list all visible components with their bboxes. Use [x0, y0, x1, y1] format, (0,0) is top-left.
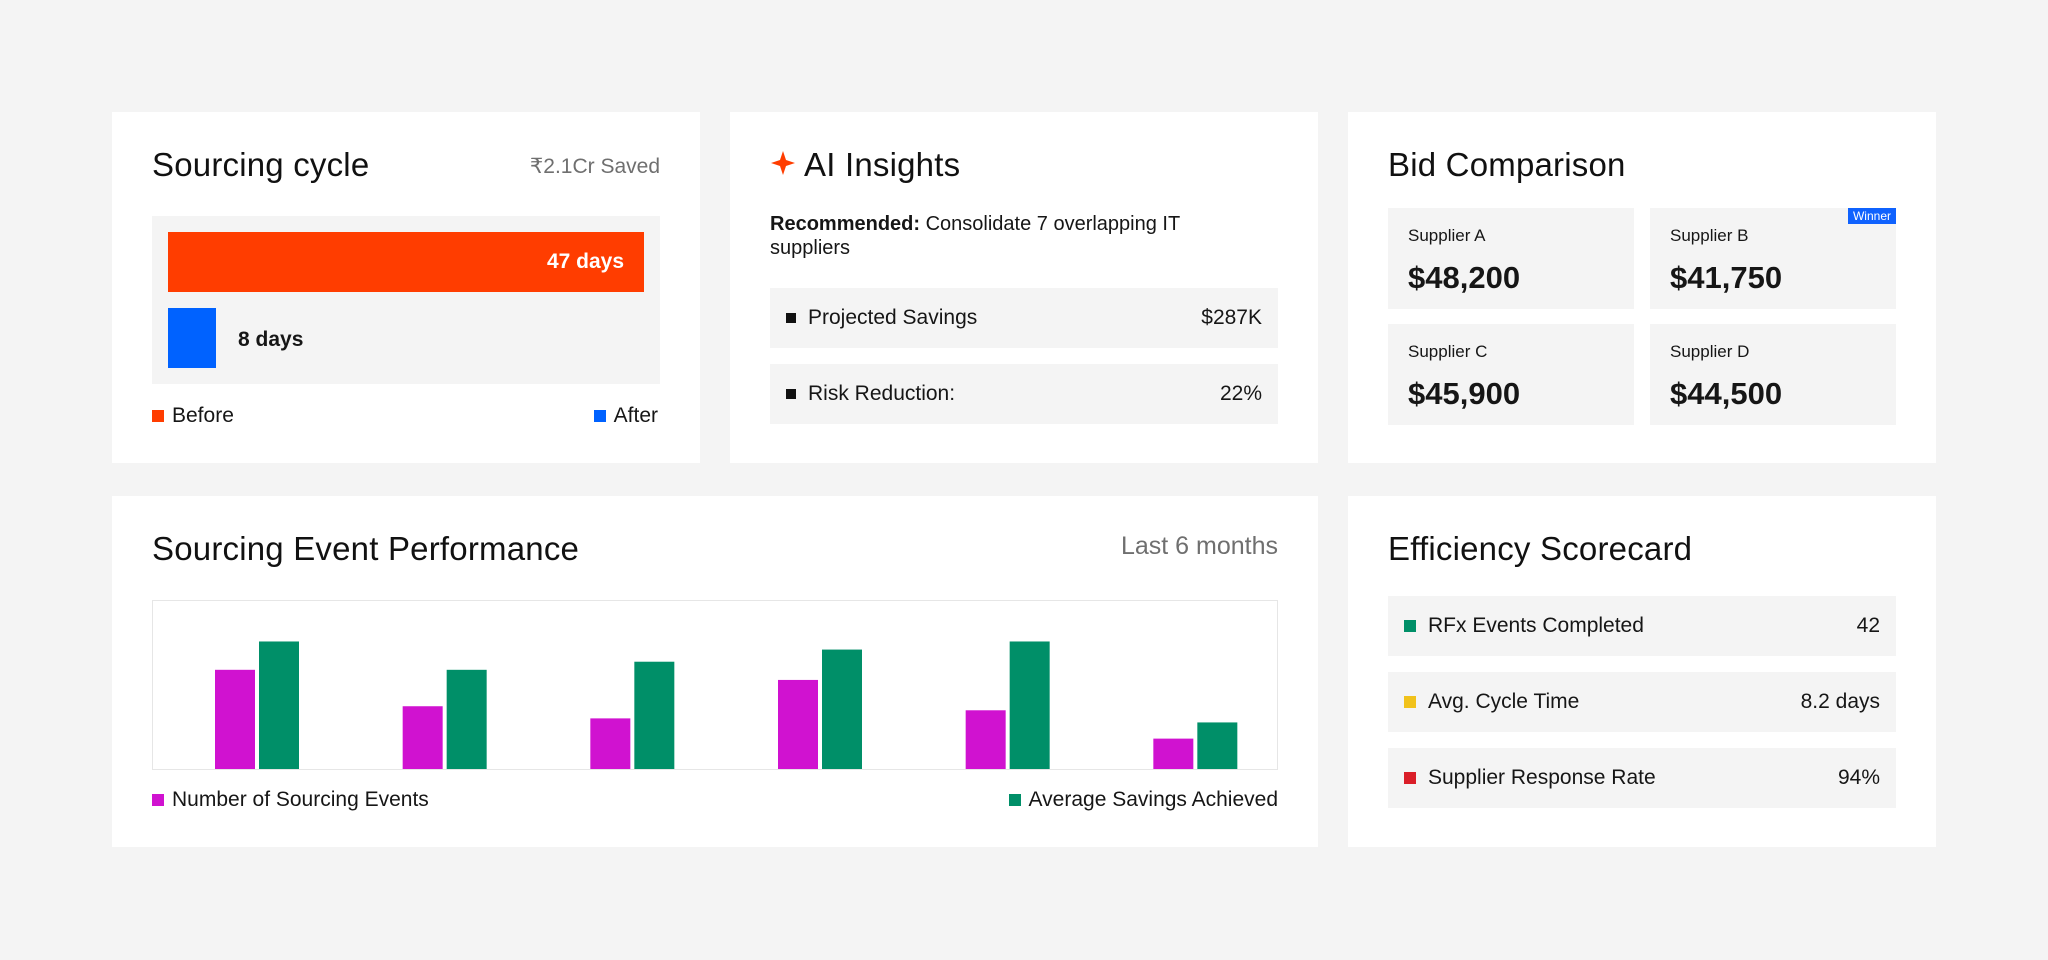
supplier-price: $41,750 — [1670, 260, 1783, 295]
scorecard-label: RFx Events Completed — [1428, 614, 1644, 637]
scorecard-label: Supplier Response Rate — [1428, 766, 1656, 789]
insight-metric-label: Risk Reduction: — [808, 382, 956, 405]
legend-after-label: After — [613, 404, 658, 427]
bid-comparison-title: Bid Comparison — [1388, 146, 1626, 183]
scorecard-value: 42 — [1856, 614, 1880, 637]
ai-insights-card: AI Insights Recommended: Consolidate 7 o… — [730, 112, 1318, 463]
bid-comparison-card: Bid Comparison Supplier A $48,200 Winner… — [1348, 112, 1936, 463]
before-bar-label: 47 days — [546, 250, 624, 273]
bar-events-1[interactable] — [215, 669, 255, 770]
legend-savings-label: Average Savings Achieved — [1028, 788, 1278, 811]
status-swatch — [1404, 772, 1416, 784]
supplier-price: $45,900 — [1408, 376, 1521, 411]
bar-savings-1[interactable] — [259, 641, 299, 770]
legend-savings: Average Savings Achieved — [1008, 788, 1278, 812]
insight-metric-label: Projected Savings — [808, 306, 978, 329]
scorecard-row: RFx Events Completed 42 — [1388, 596, 1896, 656]
bullet-icon — [786, 313, 796, 323]
supplier-name: Supplier D — [1670, 342, 1750, 361]
sourcing-cycle-title: Sourcing cycle — [152, 146, 370, 183]
efficiency-scorecard-card: Efficiency Scorecard RFx Events Complete… — [1348, 496, 1936, 847]
bar-savings-2[interactable] — [446, 669, 487, 770]
supplier-tile-b[interactable]: Winner Supplier B $41,750 — [1650, 208, 1896, 309]
scorecard-row: Avg. Cycle Time 8.2 days — [1388, 672, 1896, 732]
after-bar — [168, 308, 216, 368]
supplier-tile-c[interactable]: Supplier C $45,900 — [1388, 324, 1634, 425]
legend-events: Number of Sourcing Events — [152, 788, 429, 812]
recommended-body: Consolidate 7 overlapping IT suppliers — [770, 213, 1180, 259]
insight-metric-value: $287K — [1201, 306, 1262, 329]
supplier-name: Supplier C — [1408, 342, 1488, 361]
insight-metric-value: 22% — [1219, 382, 1262, 405]
legend-before-label: Before — [172, 404, 234, 427]
before-bar: 47 days — [168, 232, 644, 292]
bar-savings-5[interactable] — [1009, 641, 1050, 770]
bar-events-6[interactable] — [1153, 738, 1194, 770]
supplier-name: Supplier A — [1408, 226, 1486, 245]
bar-events-5[interactable] — [965, 710, 1006, 770]
status-swatch — [1404, 696, 1416, 708]
time-range-label[interactable]: Last 6 months — [1120, 532, 1278, 560]
bullet-icon — [786, 389, 796, 399]
sparkle-icon — [770, 150, 796, 181]
legend-events-label: Number of Sourcing Events — [172, 788, 429, 811]
event-performance-title: Sourcing Event Performance — [152, 530, 580, 567]
ai-insights-title: AI Insights — [804, 146, 961, 183]
bar-events-3[interactable] — [590, 718, 631, 770]
supplier-tile-a[interactable]: Supplier A $48,200 — [1388, 208, 1634, 309]
scorecard-title: Efficiency Scorecard — [1388, 530, 1693, 567]
legend-savings-swatch — [1008, 794, 1021, 806]
recommended-label: Recommended: — [770, 213, 921, 235]
status-swatch — [1404, 620, 1416, 632]
sourcing-cycle-card: Sourcing cycle ₹2.1Cr Saved 47 days 8 da… — [112, 112, 700, 463]
bar-savings-4[interactable] — [822, 649, 862, 770]
scorecard-value: 94% — [1837, 766, 1880, 789]
bar-events-2[interactable] — [402, 706, 443, 770]
insight-metric-row: Projected Savings $287K — [770, 288, 1278, 348]
insight-metric-row: Risk Reduction: 22% — [770, 364, 1278, 424]
recommendation-text: Recommended: Consolidate 7 overlapping I… — [770, 212, 1210, 260]
legend-events-swatch — [152, 794, 164, 806]
legend-before-swatch — [152, 410, 164, 422]
bar-chart-svg — [215, 641, 1238, 770]
bar-savings-6[interactable] — [1197, 722, 1238, 770]
ai-insights-header: AI Insights — [770, 146, 960, 184]
cycle-bar-track: 47 days 8 days — [152, 216, 660, 384]
scorecard-row: Supplier Response Rate 94% — [1388, 748, 1896, 808]
legend-after-swatch — [593, 410, 606, 422]
supplier-price: $48,200 — [1408, 260, 1521, 295]
saved-amount: ₹2.1Cr Saved — [529, 155, 660, 178]
supplier-tile-d[interactable]: Supplier D $44,500 — [1650, 324, 1896, 425]
event-performance-card: Sourcing Event Performance Last 6 months… — [112, 496, 1318, 847]
scorecard-label: Avg. Cycle Time — [1428, 690, 1580, 713]
bar-savings-3[interactable] — [634, 661, 675, 770]
legend-before: Before — [152, 404, 234, 428]
winner-badge: Winner — [1847, 208, 1896, 224]
scorecard-value: 8.2 days — [1800, 690, 1880, 713]
bar-events-4[interactable] — [778, 679, 818, 770]
supplier-name: Supplier B — [1670, 226, 1749, 245]
legend-after: After — [593, 404, 658, 428]
after-bar-label: 8 days — [238, 328, 304, 351]
supplier-price: $44,500 — [1670, 376, 1783, 411]
bar-chart — [152, 600, 1278, 770]
